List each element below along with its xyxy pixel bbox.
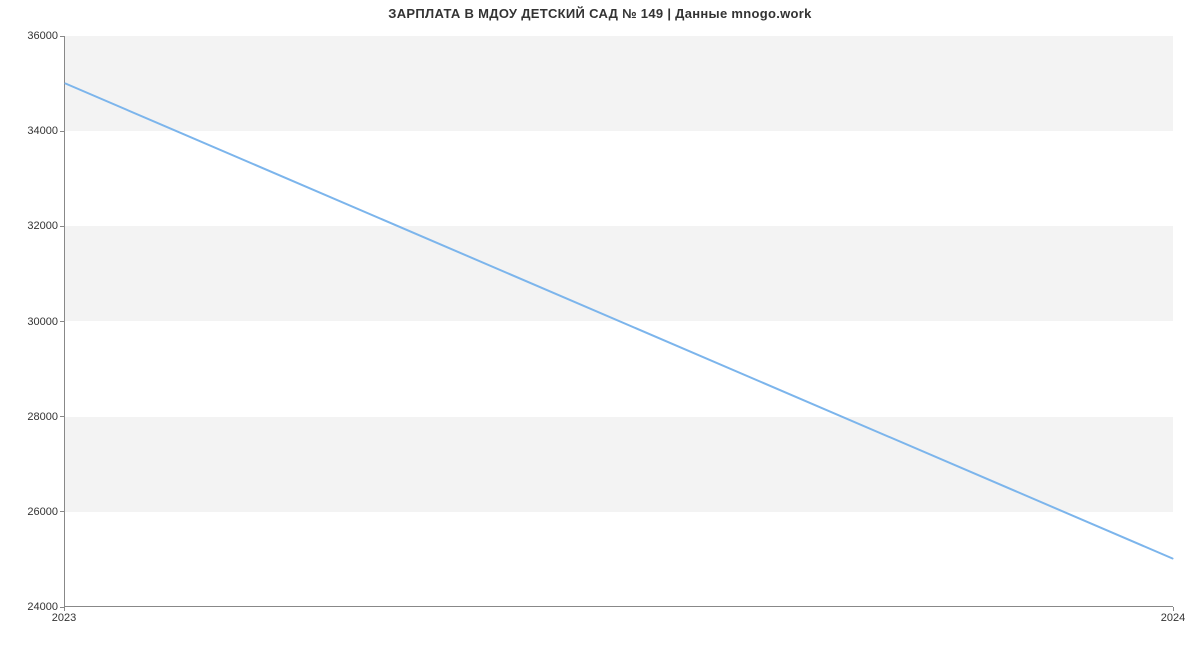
chart-title: ЗАРПЛАТА В МДОУ ДЕТСКИЙ САД № 149 | Данн… [0,6,1200,21]
y-tick-label: 30000 [8,316,58,328]
y-tick-mark [60,131,64,132]
y-tick-label: 36000 [8,30,58,42]
chart-container: ЗАРПЛАТА В МДОУ ДЕТСКИЙ САД № 149 | Данн… [0,0,1200,650]
series-line [65,84,1172,559]
x-tick-label: 2024 [1161,612,1185,624]
y-tick-mark [60,321,64,322]
y-tick-mark [60,226,64,227]
x-tick-mark [64,607,65,611]
y-tick-mark [60,416,64,417]
y-tick-label: 24000 [8,601,58,613]
y-tick-label: 32000 [8,220,58,232]
y-tick-mark [60,36,64,37]
plot-area [64,36,1173,607]
y-tick-label: 26000 [8,506,58,518]
y-tick-mark [60,511,64,512]
y-tick-label: 34000 [8,125,58,137]
y-tick-label: 28000 [8,411,58,423]
x-tick-mark [1173,607,1174,611]
x-tick-label: 2023 [52,612,76,624]
line-layer [65,36,1173,606]
